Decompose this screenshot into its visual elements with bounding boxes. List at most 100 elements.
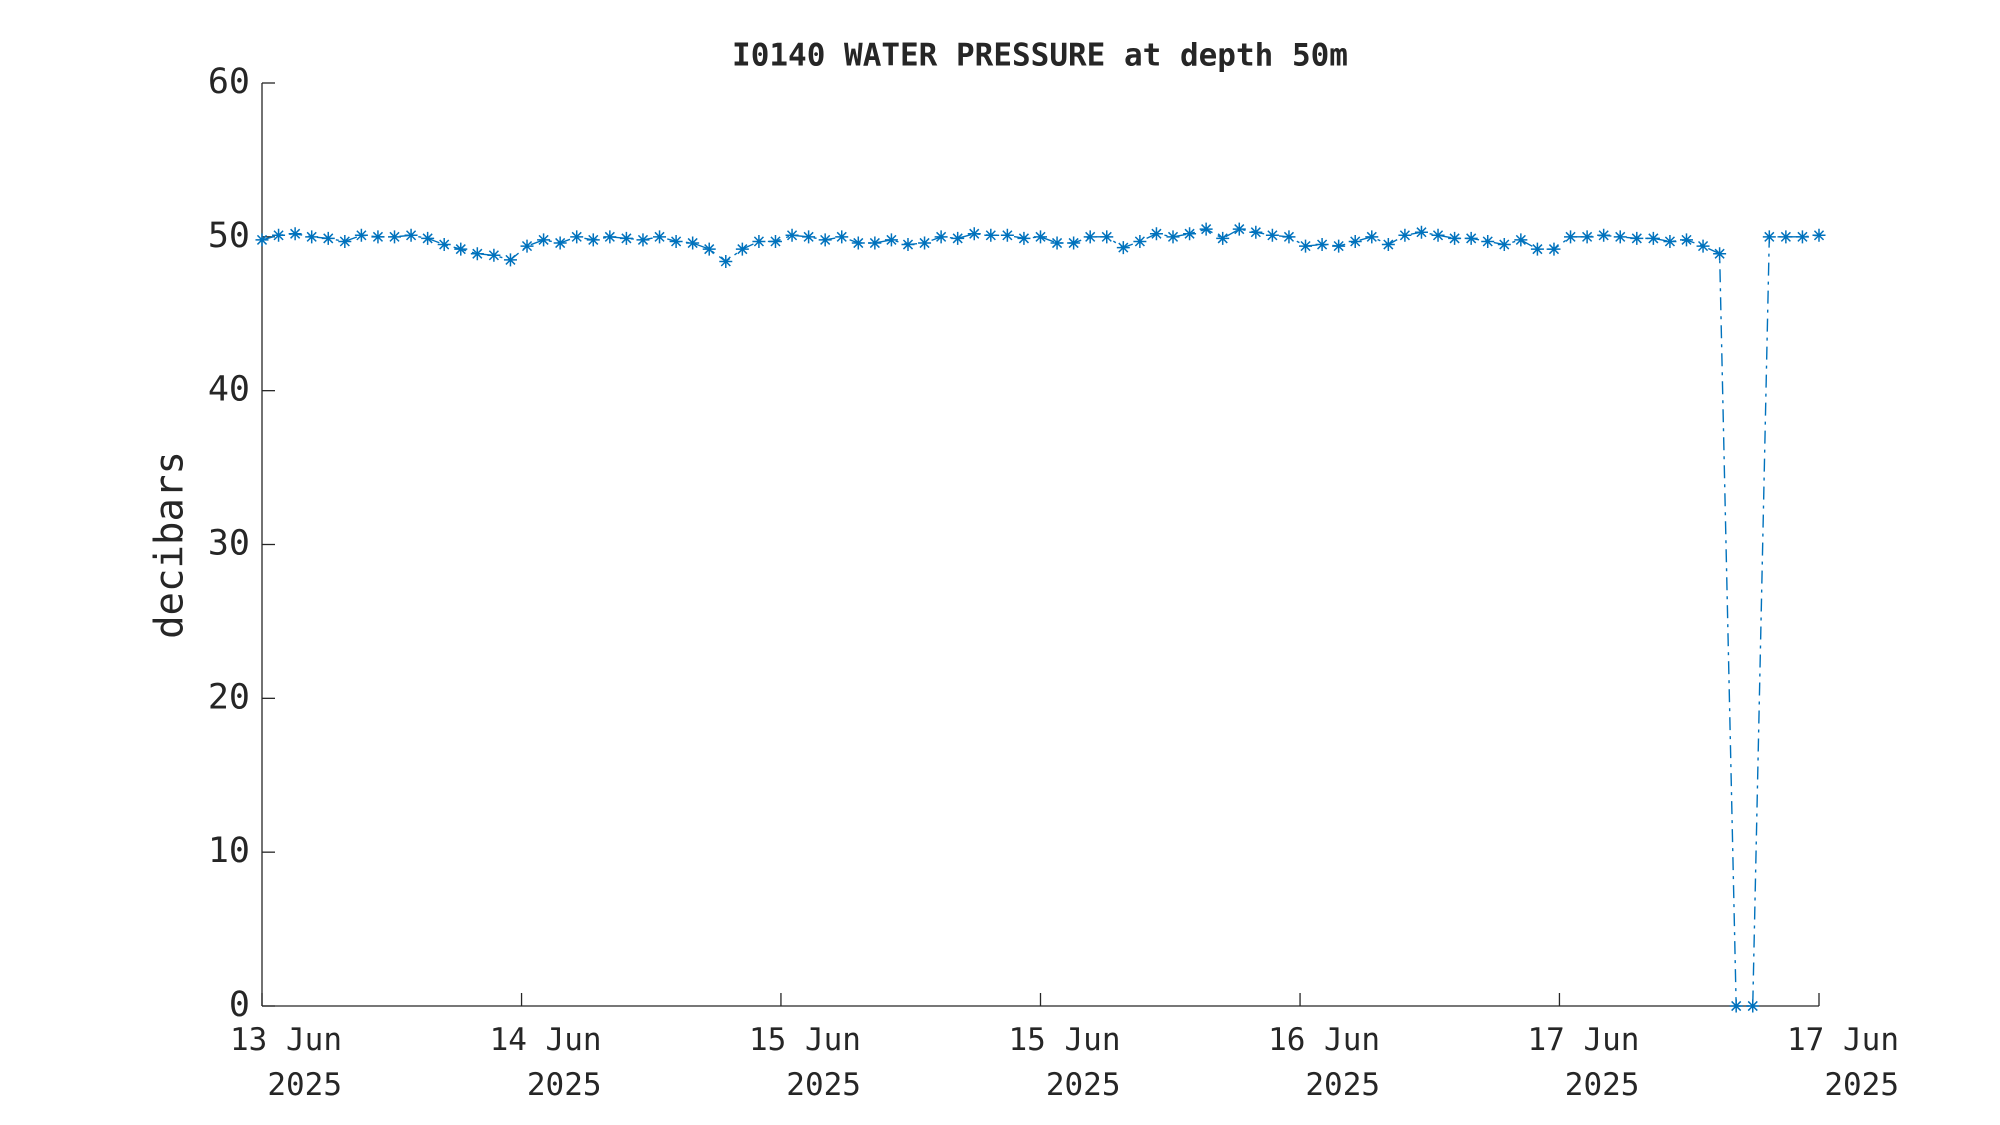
data-marker <box>1034 230 1047 244</box>
data-marker <box>553 236 567 250</box>
data-marker <box>1779 230 1793 244</box>
y-tick-label: 30 <box>208 524 250 564</box>
y-tick-label: 10 <box>208 831 250 871</box>
data-marker <box>1381 238 1395 252</box>
x-tick-label: 17 Jun 2025 <box>1527 1022 1640 1103</box>
y-tick-label: 20 <box>208 677 250 717</box>
data-marker <box>1050 236 1064 250</box>
data-marker <box>752 234 766 248</box>
data-marker <box>636 233 650 247</box>
data-marker <box>1448 231 1462 245</box>
data-marker <box>1696 239 1710 253</box>
data-marker <box>653 230 667 244</box>
data-marker <box>1762 230 1776 244</box>
data-marker <box>305 230 319 244</box>
data-marker <box>735 242 749 256</box>
data-marker <box>1067 236 1081 250</box>
data-marker <box>1812 228 1826 242</box>
data-marker <box>404 228 418 242</box>
data-marker <box>1249 225 1263 239</box>
data-marker <box>1265 228 1279 242</box>
data-marker <box>851 236 865 250</box>
data-marker <box>1464 231 1478 245</box>
data-marker <box>603 230 617 244</box>
data-marker <box>1497 238 1511 252</box>
data-marker <box>1713 247 1727 261</box>
chart-title: I0140 WATER PRESSURE at depth 50m <box>732 38 1348 74</box>
data-marker <box>1299 239 1313 253</box>
data-marker <box>1795 230 1809 244</box>
data-marker <box>487 248 501 262</box>
data-marker <box>785 228 799 242</box>
data-marker <box>1746 999 1760 1013</box>
data-marker <box>1000 228 1014 242</box>
data-marker <box>354 228 368 242</box>
data-marker <box>1348 234 1362 248</box>
data-marker <box>586 233 600 247</box>
data-marker <box>537 233 551 247</box>
data-marker <box>951 231 965 245</box>
data-marker <box>1017 231 1031 245</box>
data-marker <box>1149 227 1163 241</box>
data-marker <box>1547 242 1561 256</box>
data-marker <box>1613 230 1627 244</box>
x-tick-label: 13 Jun 2025 <box>230 1022 342 1103</box>
data-marker <box>288 227 302 241</box>
data-marker <box>802 230 816 244</box>
data-marker <box>371 230 385 244</box>
data-marker <box>255 233 269 247</box>
data-marker <box>470 247 484 261</box>
data-marker <box>768 234 782 248</box>
data-marker <box>1315 238 1329 252</box>
data-line <box>261 228 1820 1007</box>
data-marker <box>835 230 849 244</box>
data-marker <box>503 253 517 267</box>
data-marker <box>272 228 286 242</box>
data-marker <box>934 230 948 244</box>
data-marker <box>702 242 716 256</box>
data-marker <box>1199 222 1213 236</box>
data-marker <box>868 236 882 250</box>
y-tick-label: 40 <box>208 370 250 410</box>
data-marker <box>1481 234 1495 248</box>
data-marker <box>570 230 584 244</box>
y-tick-label: 60 <box>208 62 250 102</box>
data-marker <box>1414 225 1428 239</box>
data-marker <box>1332 239 1346 253</box>
x-tick-label: 16 Jun 2025 <box>1268 1022 1381 1103</box>
data-marker <box>388 230 402 244</box>
x-tick-label: 17 Jun 2025 <box>1787 1022 1899 1103</box>
data-marker <box>1232 222 1246 236</box>
data-marker <box>1530 242 1544 256</box>
data-marker <box>520 239 534 253</box>
data-marker <box>1729 999 1743 1013</box>
data-marker <box>1083 230 1097 244</box>
x-tick-label: 15 Jun 2025 <box>748 1022 861 1103</box>
data-marker <box>421 231 435 245</box>
data-marker <box>1282 230 1296 244</box>
data-marker <box>321 231 335 245</box>
data-marker <box>818 233 832 247</box>
data-marker <box>619 231 633 245</box>
data-marker <box>1580 230 1594 244</box>
data-marker <box>1398 228 1412 242</box>
data-marker <box>1166 230 1180 244</box>
y-axis-label: decibars <box>148 451 193 639</box>
data-marker <box>454 242 468 256</box>
y-tick-label: 0 <box>229 985 250 1025</box>
data-marker <box>1597 228 1611 242</box>
data-marker <box>1183 227 1197 241</box>
data-marker <box>918 236 932 250</box>
data-marker <box>1365 230 1379 244</box>
data-marker <box>1663 234 1677 248</box>
data-marker <box>1679 233 1693 247</box>
data-marker <box>1630 231 1644 245</box>
data-marker <box>967 227 981 241</box>
x-tick-label: 14 Jun 2025 <box>489 1022 602 1103</box>
data-marker <box>1431 228 1445 242</box>
data-marker <box>1133 234 1147 248</box>
x-tick-label: 15 Jun 2025 <box>1008 1022 1121 1103</box>
data-marker <box>1514 233 1528 247</box>
